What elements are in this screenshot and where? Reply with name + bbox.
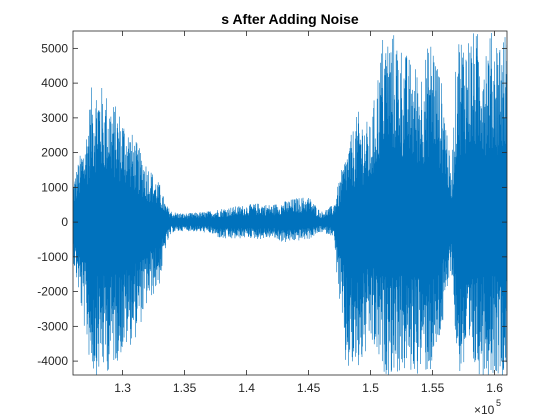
- x-tick-label: 1.3: [114, 381, 131, 395]
- x-exponent-power: 5: [496, 398, 501, 408]
- chart-title: s After Adding Noise: [221, 11, 359, 27]
- x-tick-label: 1.5: [362, 381, 379, 395]
- axes-box: [72, 30, 508, 376]
- x-tick-label: 1.55: [421, 381, 445, 395]
- y-tick-label: 0: [61, 215, 68, 229]
- y-tick-label: 5000: [41, 41, 68, 55]
- x-tick-label: 1.45: [297, 381, 321, 395]
- y-tick-label: 2000: [41, 146, 68, 160]
- x-tick-label: 1.6: [486, 381, 503, 395]
- y-tick-label: 4000: [41, 76, 68, 90]
- y-tick-label: 3000: [41, 111, 68, 125]
- y-tick-label: -2000: [37, 285, 68, 299]
- y-axis: -4000 -3000 -2000 -1000 0 1000 2000 3000 4000 500…: [37, 41, 507, 368]
- signal-layer: [73, 32, 507, 375]
- y-tick-label: -1000: [37, 250, 68, 264]
- x-tick-label: 1.4: [238, 381, 255, 395]
- x-exponent-base: ×10: [474, 403, 495, 417]
- x-axis-exponent: ×10 5: [474, 398, 501, 417]
- x-axis: 1.3 1.35 1.4 1.45 1.5 1.55 1.6: [114, 31, 503, 395]
- signal-line: [73, 32, 507, 375]
- y-tick-label: -3000: [37, 319, 68, 333]
- y-tick-label: -4000: [37, 354, 68, 368]
- y-tick-label: 1000: [41, 180, 68, 194]
- x-tick-label: 1.35: [173, 381, 197, 395]
